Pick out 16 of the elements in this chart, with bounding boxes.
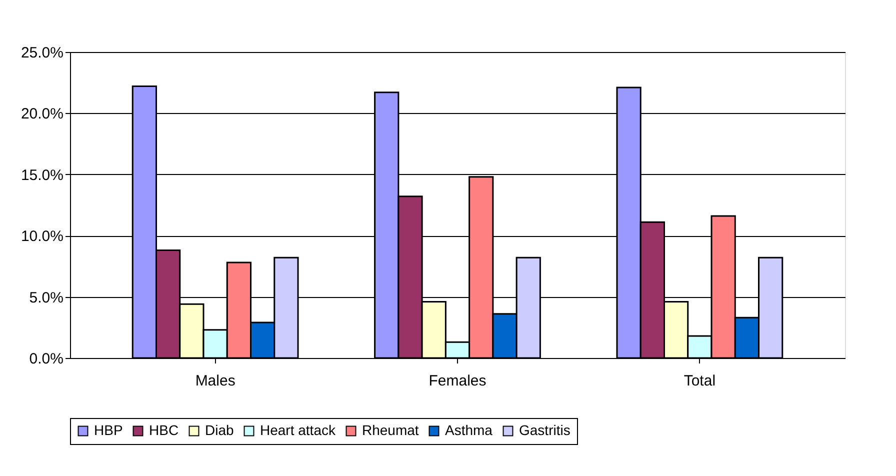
legend-label: Heart attack: [260, 422, 336, 438]
legend-label: Diab: [205, 422, 234, 438]
legend-label: Asthma: [445, 422, 493, 438]
legend-label: Gastritis: [519, 422, 570, 438]
y-tick-label: 10.0%: [20, 228, 64, 246]
y-tick-label: 20.0%: [20, 106, 64, 123]
x-tick-label: Females: [428, 372, 486, 390]
y-tick-label: 5.0%: [29, 289, 64, 306]
y-tick-label: 0.0%: [29, 350, 64, 368]
legend-label: HBP: [94, 422, 123, 438]
legend-label: HBC: [149, 422, 179, 438]
y-tick-label: 15.0%: [20, 166, 64, 184]
y-tick-label: 25.0%: [20, 44, 64, 62]
legend-label: Rheumat: [362, 422, 419, 438]
x-tick-label: Males: [195, 372, 236, 390]
x-tick-label: Total: [684, 372, 716, 390]
